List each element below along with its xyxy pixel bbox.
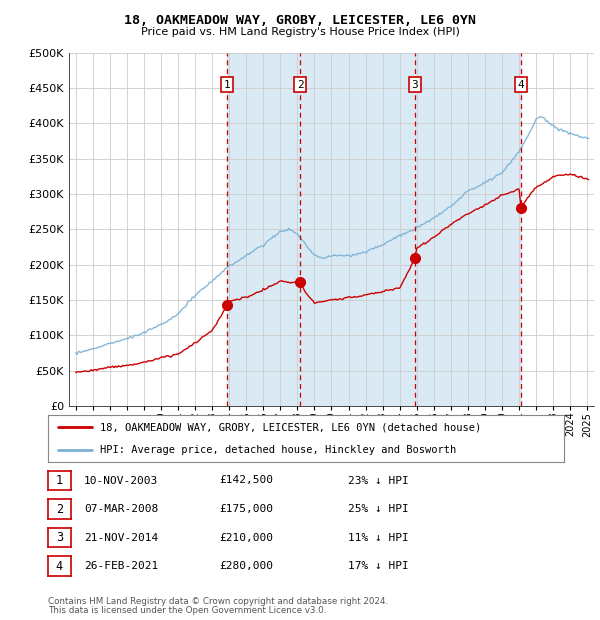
Text: £142,500: £142,500	[219, 476, 273, 485]
Text: £175,000: £175,000	[219, 504, 273, 514]
Text: 18, OAKMEADOW WAY, GROBY, LEICESTER, LE6 0YN: 18, OAKMEADOW WAY, GROBY, LEICESTER, LE6…	[124, 14, 476, 27]
Text: This data is licensed under the Open Government Licence v3.0.: This data is licensed under the Open Gov…	[48, 606, 326, 615]
Text: 3: 3	[412, 79, 418, 89]
Text: £280,000: £280,000	[219, 561, 273, 571]
Bar	[301, 53, 415, 406]
Text: 11% ↓ HPI: 11% ↓ HPI	[348, 533, 409, 542]
Text: 23% ↓ HPI: 23% ↓ HPI	[348, 476, 409, 485]
Text: Contains HM Land Registry data © Crown copyright and database right 2024.: Contains HM Land Registry data © Crown c…	[48, 597, 388, 606]
Text: 10-NOV-2003: 10-NOV-2003	[84, 476, 158, 485]
Text: 4: 4	[56, 560, 63, 572]
Text: 26-FEB-2021: 26-FEB-2021	[84, 561, 158, 571]
Text: 2: 2	[56, 503, 63, 515]
Text: 4: 4	[518, 79, 524, 89]
Text: 1: 1	[56, 474, 63, 487]
Text: HPI: Average price, detached house, Hinckley and Bosworth: HPI: Average price, detached house, Hinc…	[100, 445, 456, 455]
Text: 17% ↓ HPI: 17% ↓ HPI	[348, 561, 409, 571]
Bar	[415, 53, 521, 406]
Bar	[227, 53, 301, 406]
Text: £210,000: £210,000	[219, 533, 273, 542]
Text: Price paid vs. HM Land Registry's House Price Index (HPI): Price paid vs. HM Land Registry's House …	[140, 27, 460, 37]
Text: 21-NOV-2014: 21-NOV-2014	[84, 533, 158, 542]
Text: 3: 3	[56, 531, 63, 544]
Text: 07-MAR-2008: 07-MAR-2008	[84, 504, 158, 514]
Text: 1: 1	[224, 79, 230, 89]
Text: 2: 2	[297, 79, 304, 89]
Text: 18, OAKMEADOW WAY, GROBY, LEICESTER, LE6 0YN (detached house): 18, OAKMEADOW WAY, GROBY, LEICESTER, LE6…	[100, 422, 481, 432]
Text: 25% ↓ HPI: 25% ↓ HPI	[348, 504, 409, 514]
